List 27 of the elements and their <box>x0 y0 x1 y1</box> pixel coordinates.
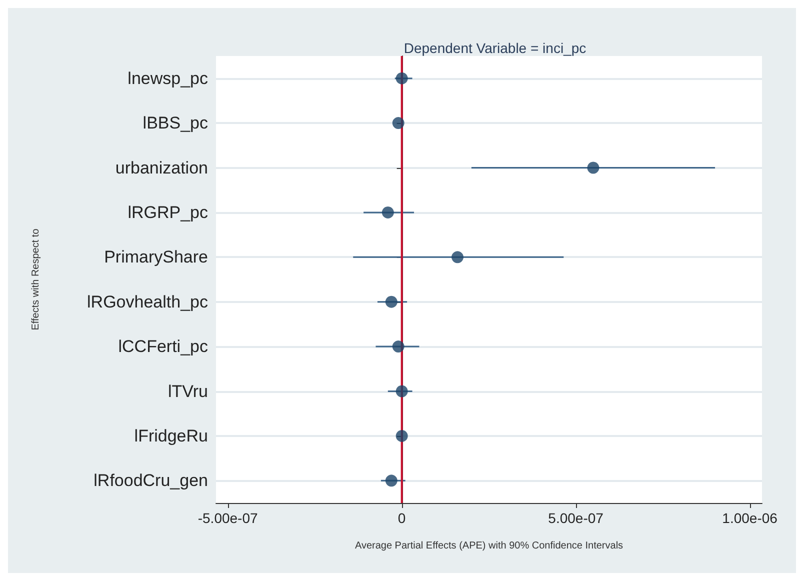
y-tick-label: lRGovhealth_pc <box>87 292 208 312</box>
chart-title: Dependent Variable = inci_pc <box>404 40 586 56</box>
point <box>392 340 404 353</box>
y-tick-label: lRfoodCru_gen <box>94 471 208 490</box>
point <box>392 117 404 130</box>
y-tick-label: lBBS_pc <box>142 114 208 133</box>
point <box>396 72 408 84</box>
point <box>587 162 600 174</box>
y-tick-label: lnewsp_pc <box>128 68 208 88</box>
x-tick-label: 0 <box>398 510 406 526</box>
point <box>382 206 394 218</box>
point <box>385 474 398 487</box>
point <box>396 430 408 442</box>
point <box>452 251 464 264</box>
x-tick-label: 5.00e-07 <box>548 510 604 526</box>
y-tick-label: lTVru <box>168 382 208 401</box>
y-tick-label: PrimaryShare <box>104 248 208 267</box>
point <box>396 385 408 398</box>
x-axis-title: Average Partial Effects (APE) with 90% Confidence Intervals <box>354 540 624 552</box>
y-tick-label: lRGRP_pc <box>128 202 208 222</box>
y-tick-label: lCCFerti_pc <box>118 337 208 356</box>
point <box>385 296 398 308</box>
y-tick-label: urbanization <box>115 158 208 178</box>
x-tick-label: 1.00e-06 <box>722 510 778 526</box>
y-axis-title: Effects with Respect to <box>30 228 42 330</box>
x-tick-label: -5.00e-07 <box>198 510 258 526</box>
y-tick-label: lFridgeRu <box>134 426 208 446</box>
